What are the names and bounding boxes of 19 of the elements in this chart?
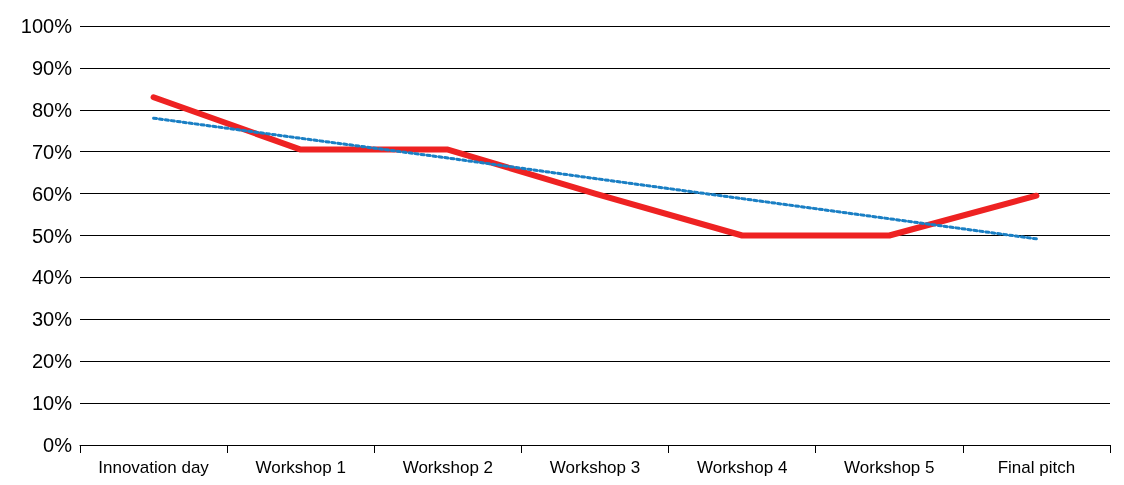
line-series xyxy=(152,116,1038,241)
x-tick-label: Workshop 1 xyxy=(255,458,346,477)
x-tick-label: Workshop 5 xyxy=(844,458,935,477)
y-tick-label: 80% xyxy=(31,98,73,121)
x-tick-label: Final pitch xyxy=(997,458,1076,477)
y-tick-label: 100% xyxy=(20,15,73,37)
y-tick-label: 10% xyxy=(31,392,73,415)
y-tick-label: 20% xyxy=(31,350,73,373)
y-tick-label: 70% xyxy=(31,140,73,163)
y-tick-label: 40% xyxy=(31,266,73,289)
x-tick-label: Workshop 3 xyxy=(549,458,641,477)
y-tick-label: 30% xyxy=(31,308,73,331)
y-tick-label: 50% xyxy=(31,224,73,247)
x-tick-label: Workshop 4 xyxy=(696,458,788,477)
x-tick-label: Innovation day xyxy=(98,458,210,477)
y-tick-label: 90% xyxy=(31,56,73,79)
x-tick-label: Workshop 2 xyxy=(402,458,494,477)
y-tick-label: 0% xyxy=(43,434,73,456)
y-tick-label: 60% xyxy=(31,182,73,205)
